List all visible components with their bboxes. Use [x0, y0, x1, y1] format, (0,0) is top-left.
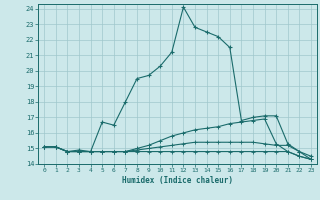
- X-axis label: Humidex (Indice chaleur): Humidex (Indice chaleur): [122, 176, 233, 185]
